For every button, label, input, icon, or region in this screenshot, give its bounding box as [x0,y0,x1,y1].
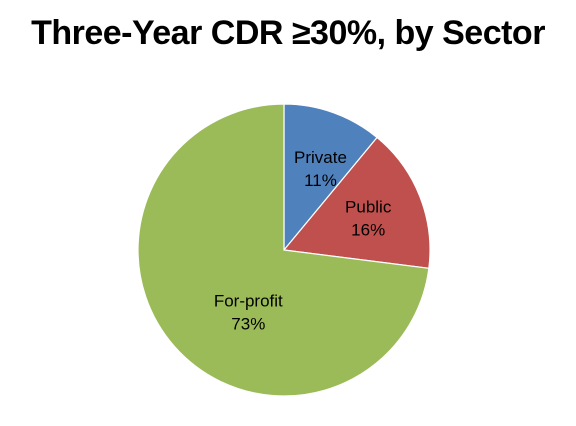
pie-slice-for-profit [137,103,430,397]
slice-label-private: Private [294,148,347,167]
slice-value-for-profit: 73% [231,314,265,333]
slice-label-public: Public [345,198,392,217]
slice-label-for-profit: For-profit [214,291,283,310]
slice-value-public: 16% [351,221,385,240]
pie-slice-public [282,136,431,269]
slice-value-private: 11% [304,171,337,190]
pie-slice-private [283,103,378,252]
chart-title: Three-Year CDR ≥30%, by Sector [31,14,545,52]
